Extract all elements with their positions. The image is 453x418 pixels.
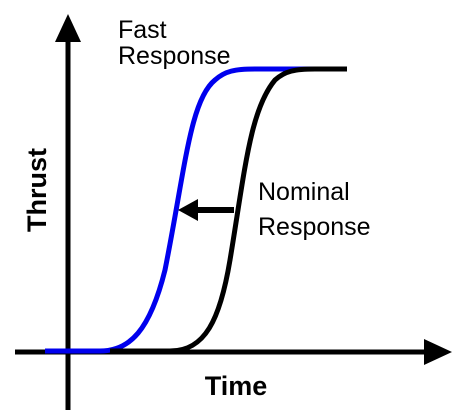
shift-arrow-head <box>178 199 198 221</box>
y-axis-arrow <box>55 14 81 42</box>
fast-label: Fast <box>118 16 167 44</box>
fast-curve <box>45 66 347 354</box>
nominal-label: Nominal <box>258 178 350 206</box>
fast-label: Response <box>118 42 231 70</box>
x-axis-arrow <box>424 339 452 365</box>
nominal-curve <box>110 66 347 354</box>
x-axis-label: Time <box>205 371 268 401</box>
y-axis-label: Thrust <box>22 148 52 232</box>
nominal-label: Response <box>258 213 371 241</box>
